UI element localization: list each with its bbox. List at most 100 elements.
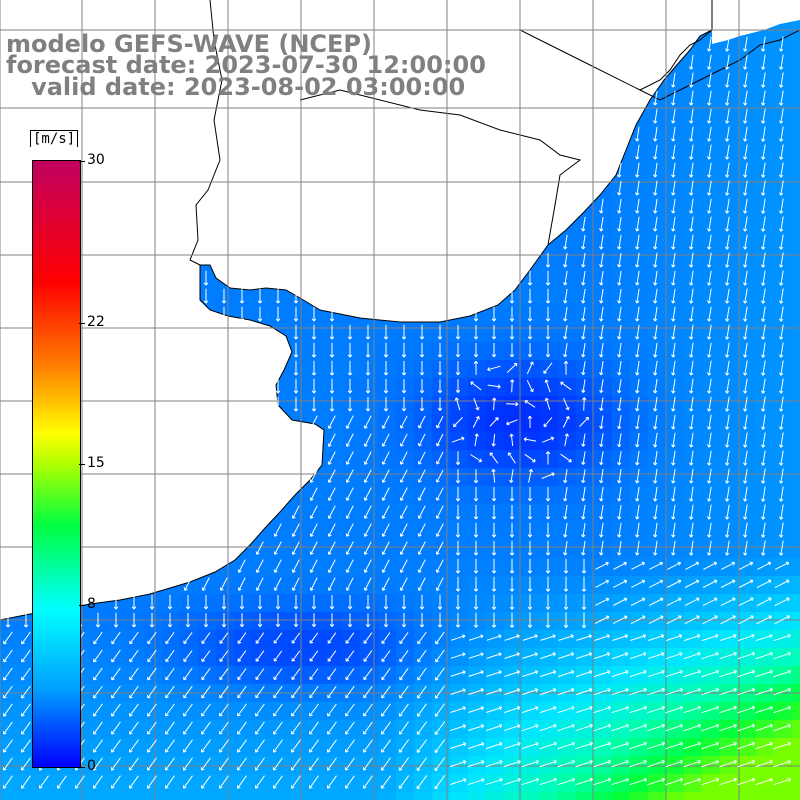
field-cell bbox=[774, 558, 792, 576]
field-cell bbox=[468, 648, 486, 666]
field-cell bbox=[648, 630, 666, 648]
field-cell bbox=[756, 756, 774, 774]
field-cell bbox=[612, 486, 630, 504]
wind-arrow bbox=[93, 721, 103, 735]
field-cell bbox=[648, 288, 666, 306]
wind-arrow bbox=[345, 703, 355, 717]
wind-arrow bbox=[399, 650, 409, 663]
wind-arrow bbox=[671, 324, 676, 340]
field-cell bbox=[324, 378, 342, 396]
field-cell bbox=[648, 342, 666, 360]
field-cell bbox=[702, 522, 720, 540]
wind-arrow bbox=[701, 741, 719, 750]
wind-arrow bbox=[689, 126, 694, 142]
wind-arrow bbox=[599, 415, 604, 429]
field-cell bbox=[522, 774, 540, 792]
wind-arrow bbox=[183, 650, 193, 663]
field-cell bbox=[324, 648, 342, 666]
field-cell bbox=[396, 648, 414, 666]
field-cell bbox=[270, 522, 288, 540]
field-cell bbox=[486, 792, 504, 800]
field-cell bbox=[468, 396, 486, 414]
wind-arrow bbox=[575, 741, 593, 750]
wind-arrow bbox=[201, 757, 211, 771]
wind-arrow bbox=[327, 469, 336, 483]
wind-arrow bbox=[743, 72, 748, 88]
wind-arrow bbox=[593, 759, 611, 768]
field-cell bbox=[540, 414, 558, 432]
wind-arrow bbox=[755, 705, 773, 714]
wind-arrow bbox=[381, 541, 390, 555]
wind-arrow bbox=[311, 613, 317, 627]
field-cell bbox=[684, 216, 702, 234]
wind-arrow bbox=[725, 36, 730, 52]
field-cell bbox=[414, 504, 432, 522]
field-cell bbox=[324, 396, 342, 414]
field-cell bbox=[720, 342, 738, 360]
field-cell bbox=[666, 198, 684, 216]
field-cell bbox=[684, 540, 702, 558]
field-cell bbox=[450, 522, 468, 540]
wind-arrow bbox=[725, 126, 730, 142]
field-cell bbox=[792, 378, 800, 396]
wind-arrow bbox=[527, 594, 533, 610]
field-cell bbox=[792, 702, 800, 720]
field-cell bbox=[306, 576, 324, 594]
field-cell bbox=[558, 720, 576, 738]
field-cell bbox=[774, 198, 792, 216]
wind-arrow bbox=[401, 613, 407, 628]
wind-arrow bbox=[111, 703, 121, 717]
wind-arrow bbox=[683, 777, 701, 786]
wind-arrow bbox=[455, 558, 461, 574]
colorbar-tick-label: 30 bbox=[87, 152, 105, 168]
field-cell bbox=[342, 648, 360, 666]
wind-arrow bbox=[311, 324, 317, 340]
wind-arrow bbox=[671, 432, 676, 448]
wind-arrow bbox=[165, 739, 175, 753]
wind-arrow bbox=[309, 739, 319, 753]
field-cell bbox=[306, 756, 324, 774]
wind-arrow bbox=[467, 742, 485, 750]
wind-arrow bbox=[719, 633, 737, 642]
field-cell bbox=[162, 702, 180, 720]
wind-arrow bbox=[545, 324, 551, 340]
field-cell bbox=[522, 504, 540, 522]
field-cell bbox=[630, 666, 648, 684]
field-cell bbox=[90, 792, 108, 800]
field-cell bbox=[468, 792, 486, 800]
field-cell bbox=[720, 720, 738, 738]
field-cell bbox=[450, 720, 468, 738]
wind-arrow bbox=[273, 757, 283, 771]
field-cell bbox=[468, 432, 486, 450]
wind-arrow bbox=[455, 612, 461, 628]
field-cell bbox=[666, 378, 684, 396]
wind-arrow bbox=[491, 558, 497, 574]
wind-arrow bbox=[630, 615, 646, 625]
field-cell bbox=[558, 522, 576, 540]
field-cell bbox=[720, 792, 738, 800]
wind-arrow bbox=[581, 540, 586, 556]
wind-arrow bbox=[201, 577, 210, 591]
field-cell bbox=[468, 738, 486, 756]
wind-arrow bbox=[311, 396, 317, 412]
field-cell bbox=[216, 702, 234, 720]
field-cell bbox=[144, 630, 162, 648]
field-cell bbox=[378, 576, 396, 594]
wind-arrow bbox=[416, 739, 428, 753]
field-cell bbox=[414, 468, 432, 486]
field-cell bbox=[522, 612, 540, 630]
wind-arrow bbox=[599, 288, 604, 304]
field-cell bbox=[684, 144, 702, 162]
field-cell bbox=[720, 450, 738, 468]
field-cell bbox=[594, 252, 612, 270]
wind-arrow bbox=[255, 685, 265, 699]
wind-arrow bbox=[468, 724, 485, 731]
field-cell bbox=[396, 792, 414, 800]
wind-arrow bbox=[648, 615, 664, 625]
wind-arrow bbox=[381, 415, 390, 429]
field-cell bbox=[684, 576, 702, 594]
field-cell bbox=[720, 504, 738, 522]
wind-arrow bbox=[345, 433, 354, 447]
wind-arrow bbox=[309, 559, 318, 573]
field-cell bbox=[666, 504, 684, 522]
